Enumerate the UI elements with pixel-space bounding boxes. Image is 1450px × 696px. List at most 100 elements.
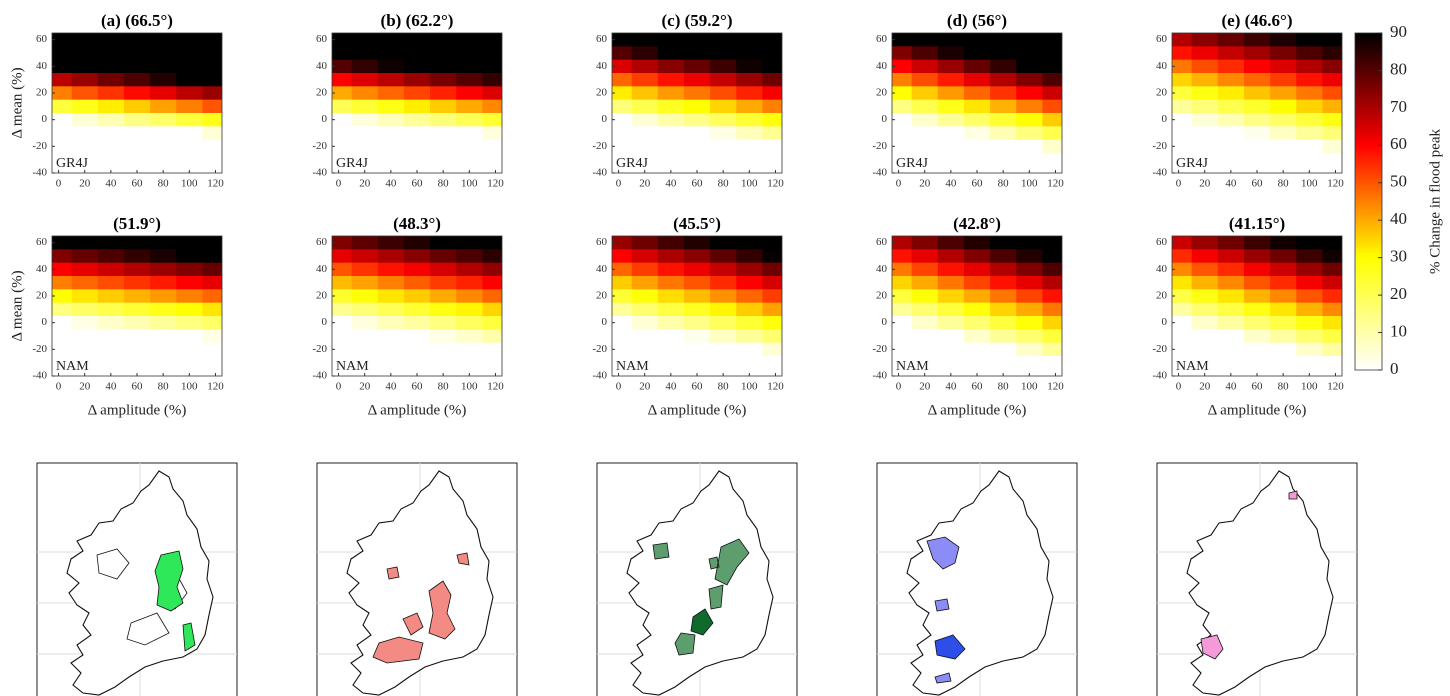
cell bbox=[990, 153, 1017, 167]
x-tick-label: 0 bbox=[1176, 178, 1182, 190]
cell bbox=[736, 86, 763, 101]
cell bbox=[736, 59, 763, 74]
cell bbox=[482, 342, 502, 357]
cell bbox=[150, 33, 177, 47]
cell bbox=[1016, 369, 1043, 376]
cell bbox=[482, 289, 502, 304]
cell bbox=[612, 329, 633, 344]
cell bbox=[963, 342, 991, 357]
cell bbox=[97, 356, 125, 370]
cell bbox=[482, 166, 502, 173]
cell bbox=[612, 33, 633, 47]
cell bbox=[990, 262, 1017, 277]
cell bbox=[403, 113, 431, 127]
cell bbox=[1217, 262, 1245, 277]
cell bbox=[1191, 33, 1219, 47]
cell bbox=[202, 153, 222, 167]
cell bbox=[990, 302, 1017, 317]
cell bbox=[1243, 249, 1271, 264]
cell bbox=[1042, 139, 1062, 154]
cell bbox=[351, 86, 379, 101]
maps bbox=[36, 462, 1358, 696]
cell bbox=[1016, 262, 1043, 277]
panel-title: (e) (46.6°) bbox=[1222, 11, 1293, 30]
cell bbox=[892, 139, 913, 154]
cell bbox=[1016, 236, 1043, 250]
cell bbox=[430, 126, 457, 141]
cell bbox=[1172, 262, 1193, 277]
x-tick-label: 40 bbox=[945, 178, 957, 190]
cell bbox=[612, 236, 633, 250]
cell bbox=[736, 33, 763, 47]
cell bbox=[332, 46, 353, 61]
cell bbox=[176, 59, 203, 74]
y-tick-label: 0 bbox=[42, 113, 48, 125]
cell bbox=[762, 262, 782, 277]
cell bbox=[1042, 249, 1062, 264]
cell bbox=[736, 289, 763, 304]
cell bbox=[657, 329, 685, 344]
cell bbox=[202, 59, 222, 74]
cell bbox=[377, 369, 405, 376]
panel-title: (48.3°) bbox=[393, 214, 441, 233]
cell bbox=[52, 316, 73, 330]
cell bbox=[1191, 329, 1219, 344]
cell bbox=[631, 73, 659, 87]
cell bbox=[1270, 166, 1297, 173]
cell bbox=[456, 236, 483, 250]
cell bbox=[176, 46, 203, 61]
cell bbox=[710, 126, 737, 141]
cell bbox=[1270, 316, 1297, 330]
cell bbox=[683, 99, 711, 114]
cell bbox=[1296, 99, 1323, 114]
cell bbox=[97, 73, 125, 87]
cell bbox=[657, 316, 685, 330]
cell bbox=[892, 166, 913, 173]
cell bbox=[612, 99, 633, 114]
cell bbox=[176, 126, 203, 141]
cell bbox=[911, 166, 939, 173]
x-tick-label: 20 bbox=[359, 178, 371, 190]
cell bbox=[736, 46, 763, 61]
cell bbox=[892, 342, 913, 357]
cell bbox=[937, 236, 965, 250]
cell bbox=[351, 153, 379, 167]
cell bbox=[1016, 73, 1043, 87]
cell bbox=[892, 99, 913, 114]
cell bbox=[351, 126, 379, 141]
y-tick-label: 60 bbox=[876, 236, 888, 248]
cell bbox=[351, 276, 379, 290]
cell bbox=[710, 276, 737, 290]
cell bbox=[1322, 126, 1342, 141]
cell bbox=[762, 139, 782, 154]
cell bbox=[52, 33, 73, 47]
model-label: GR4J bbox=[896, 156, 928, 171]
cell bbox=[97, 86, 125, 101]
cell bbox=[1016, 276, 1043, 290]
y-tick-label: 60 bbox=[876, 33, 888, 45]
cell bbox=[332, 73, 353, 87]
model-label: NAM bbox=[56, 359, 89, 374]
cell bbox=[71, 342, 99, 357]
cell bbox=[52, 249, 73, 264]
y-tick-label: 20 bbox=[1156, 290, 1168, 302]
cell bbox=[683, 139, 711, 154]
cell bbox=[1191, 342, 1219, 357]
cell bbox=[202, 302, 222, 317]
y-tick-label: 40 bbox=[36, 263, 48, 275]
x-tick-label: 80 bbox=[1278, 381, 1290, 393]
y-tick-label: 40 bbox=[876, 60, 888, 72]
cell bbox=[937, 289, 965, 304]
y-tick-label: 60 bbox=[1156, 33, 1168, 45]
cell bbox=[683, 113, 711, 127]
x-tick-label: 60 bbox=[412, 178, 424, 190]
cell bbox=[1016, 153, 1043, 167]
x-axis-label: Δ amplitude (%) bbox=[88, 402, 187, 418]
cell bbox=[1172, 59, 1193, 74]
cell bbox=[1172, 33, 1193, 47]
heatmap bbox=[892, 236, 1062, 376]
cell bbox=[456, 342, 483, 357]
cell bbox=[683, 276, 711, 290]
model-label: NAM bbox=[1176, 359, 1209, 374]
cell bbox=[762, 86, 782, 101]
